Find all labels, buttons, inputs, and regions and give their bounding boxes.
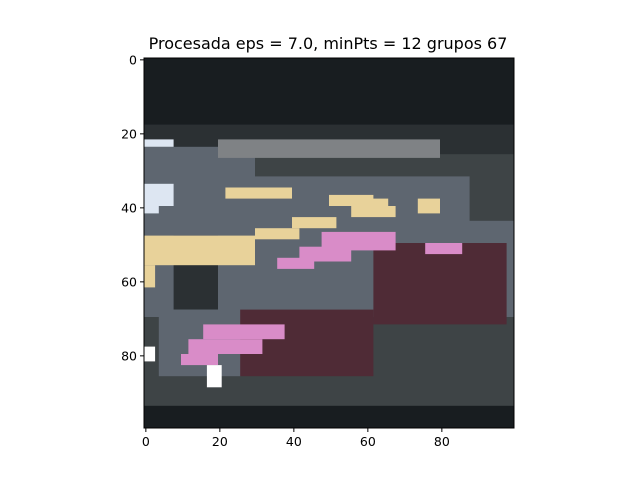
image-region-pale-blue: [144, 183, 174, 206]
y-axis: 0 20 40 60 80: [121, 52, 144, 363]
x-axis: 0 20 40 60 80: [142, 428, 450, 449]
image-region-dark: [144, 405, 514, 428]
image-region-pink: [203, 324, 285, 340]
image-region-pink: [425, 243, 463, 255]
image-region-pale-blue: [144, 139, 174, 147]
image-region-sand: [417, 198, 440, 214]
image-region-pale-blue: [144, 206, 159, 214]
image-region-sand: [144, 235, 255, 266]
image-region-white: [144, 346, 156, 362]
image-region-pink: [188, 339, 263, 354]
image-region-sand: [225, 187, 292, 199]
image-region-sand: [292, 217, 337, 229]
y-tick-label: 80: [121, 348, 137, 363]
y-tick-label: 40: [121, 200, 137, 215]
image-region-sand: [144, 265, 156, 288]
x-tick-label: 80: [434, 434, 450, 449]
image-region-sand: [255, 228, 300, 240]
image-region-sand: [369, 198, 389, 210]
image-region-pink: [181, 354, 218, 366]
x-tick-label: 40: [286, 434, 302, 449]
chart-title: Procesada eps = 7.0, minPts = 12 grupos …: [149, 34, 508, 53]
image-region-light-gray: [218, 139, 440, 158]
image-region-pink: [277, 257, 315, 269]
image-region-pink: [321, 231, 396, 251]
x-tick-label: 60: [360, 434, 376, 449]
axes-frame: [143, 57, 515, 429]
y-tick-label: 20: [121, 126, 137, 141]
image-heatmap: [144, 58, 514, 428]
x-tick-label: 20: [212, 434, 228, 449]
y-tick-label: 0: [129, 52, 137, 67]
image-region-white: [206, 365, 222, 388]
x-tick-label: 0: [142, 434, 150, 449]
image-region-maroon: [373, 243, 507, 325]
y-tick-label: 60: [121, 274, 137, 289]
image-region-sand: [329, 194, 374, 206]
image-region-sand: [351, 206, 396, 218]
